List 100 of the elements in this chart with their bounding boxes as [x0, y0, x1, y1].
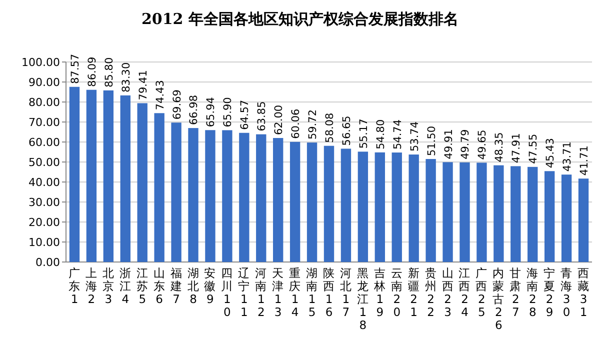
bar [476, 162, 487, 262]
data-label: 51.50 [426, 126, 438, 156]
bar [358, 152, 368, 262]
data-label: 41.71 [578, 146, 591, 176]
y-tick-label: 10.00 [28, 236, 60, 249]
data-label: 53.74 [408, 121, 421, 152]
data-label: 59.72 [307, 109, 320, 140]
x-tick-label: 内蒙古26 [492, 266, 505, 332]
x-tick-label: 湖北8 [187, 266, 200, 306]
data-label: 65.94 [205, 96, 218, 128]
bar [137, 103, 148, 262]
bar [408, 154, 419, 262]
x-tick-label: 贵州22 [424, 266, 437, 319]
bar [69, 86, 80, 262]
bar [290, 142, 300, 262]
data-label: 47.91 [510, 133, 523, 164]
x-tick-label: 北京3 [102, 266, 114, 306]
data-label: 49.65 [476, 130, 489, 160]
x-tick-label: 新疆21 [408, 266, 420, 319]
data-label: 66.98 [188, 94, 200, 126]
bar [120, 95, 130, 262]
x-tick-label: 广东1 [68, 266, 80, 306]
data-label: 74.43 [154, 80, 166, 110]
bar [578, 178, 589, 262]
x-tick-label: 山西23 [442, 266, 454, 319]
bar [86, 90, 97, 262]
data-label: 69.69 [171, 90, 184, 120]
bar [154, 113, 164, 262]
data-label: 87.57 [69, 54, 82, 84]
bar [510, 166, 521, 262]
y-tick-label: 40.00 [28, 176, 60, 189]
x-tick-label: 湖南15 [306, 266, 318, 319]
bar [392, 152, 402, 262]
x-tick-label: 河北17 [340, 266, 352, 319]
x-tick-label: 黑龙江18 [356, 266, 369, 332]
bar [239, 132, 250, 262]
bar [256, 134, 266, 262]
x-tick-label: 甘肃27 [510, 266, 522, 319]
data-label: 54.80 [374, 119, 387, 150]
data-label: 49.79 [460, 129, 472, 160]
bar [324, 146, 334, 262]
data-label: 83.30 [120, 62, 132, 92]
bar [188, 128, 198, 262]
y-tick-label: 100.00 [22, 56, 60, 69]
x-tick-label: 河南12 [255, 266, 268, 319]
data-label: 63.85 [256, 101, 268, 132]
bar [205, 130, 216, 262]
y-tick-label: 80.00 [28, 96, 60, 109]
bar [460, 162, 470, 262]
data-label: 64.57 [239, 100, 252, 130]
x-tick-label: 浙江4 [119, 266, 132, 306]
y-tick-label: 60.00 [28, 136, 60, 149]
data-label: 62.00 [273, 104, 286, 135]
x-tick-label: 青海30 [560, 266, 573, 319]
x-tick-label: 西藏31 [578, 266, 590, 319]
bar [374, 152, 385, 262]
x-tick-label: 重庆14 [289, 266, 302, 319]
x-tick-label: 江西24 [458, 266, 471, 319]
x-tick-label: 天津13 [272, 266, 284, 319]
x-tick-label: 辽宁11 [238, 266, 250, 319]
bar [442, 162, 453, 262]
bar [171, 122, 182, 262]
data-label: 79.41 [137, 70, 150, 100]
x-tick-label: 江苏5 [136, 266, 148, 306]
bar [528, 166, 538, 262]
bar [273, 138, 284, 262]
chart-title: 2012 年全国各地区知识产权综合发展指数排名 [142, 10, 458, 28]
y-tick-label: 20.00 [28, 216, 60, 229]
y-tick-label: 30.00 [28, 196, 60, 209]
x-tick-label: 海南28 [526, 266, 539, 319]
data-label: 55.17 [358, 118, 370, 149]
x-tick-label: 上海2 [85, 266, 98, 306]
x-tick-label: 广西25 [476, 266, 488, 319]
data-label: 49.91 [442, 129, 455, 160]
data-label: 60.06 [290, 108, 302, 139]
bar [561, 174, 572, 262]
x-tick-label: 四川10 [221, 266, 234, 319]
x-tick-label: 山东6 [153, 266, 166, 306]
data-label: 47.55 [528, 134, 540, 164]
data-label: 45.43 [544, 138, 557, 168]
data-label: 56.65 [340, 116, 353, 146]
bar [426, 159, 436, 262]
y-tick-label: 50.00 [28, 156, 60, 169]
y-tick-label: 70.00 [28, 116, 60, 129]
x-tick-label: 陕西16 [323, 266, 335, 319]
x-tick-label: 吉林19 [372, 266, 386, 319]
bar [222, 130, 232, 262]
x-tick-label: 安徽9 [204, 266, 216, 306]
data-label: 58.08 [324, 112, 336, 143]
data-label: 65.90 [222, 97, 234, 128]
bar [544, 171, 555, 262]
bar [103, 90, 114, 262]
bar [494, 165, 504, 262]
y-tick-label: 0.00 [36, 256, 60, 269]
x-tick-label: 福建7 [169, 266, 182, 306]
bar [340, 148, 352, 262]
x-tick-label: 云南20 [390, 266, 403, 319]
x-tick-label: 宁夏29 [544, 266, 556, 319]
data-label: 43.71 [562, 142, 574, 172]
data-label: 48.35 [494, 132, 506, 162]
